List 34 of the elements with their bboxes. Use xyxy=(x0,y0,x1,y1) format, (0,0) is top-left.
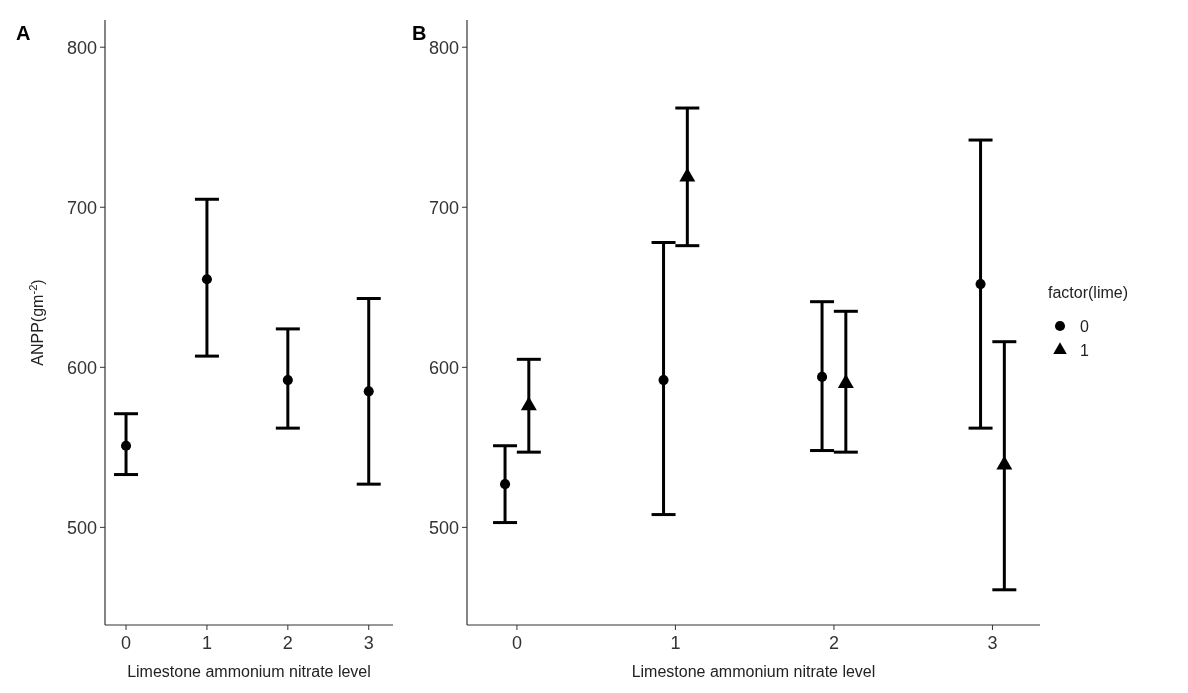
legend-title: factor(lime) xyxy=(1048,284,1129,301)
x-tick-label: 1 xyxy=(201,633,212,653)
y-tick-label: 700 xyxy=(428,197,459,218)
point xyxy=(658,375,669,386)
x-tick-label: 3 xyxy=(363,633,374,653)
chart-title: A xyxy=(16,22,31,44)
x-axis-title: Limestone ammonium nitrate level xyxy=(631,663,876,680)
point xyxy=(837,374,854,388)
x-tick-label: 2 xyxy=(282,633,293,653)
point xyxy=(282,375,293,386)
y-tick-label: 600 xyxy=(428,357,459,378)
y-tick-label: 800 xyxy=(428,37,459,58)
point xyxy=(120,440,132,451)
x-tick-label: 2 xyxy=(828,633,839,653)
y-tick-label: 700 xyxy=(66,197,97,218)
point xyxy=(363,386,374,397)
point xyxy=(817,371,828,382)
x-tick-label: 3 xyxy=(987,633,998,653)
point xyxy=(201,274,212,285)
chart-title: B xyxy=(412,22,427,44)
point xyxy=(679,167,696,182)
point xyxy=(500,479,511,490)
x-tick-label: 1 xyxy=(670,633,681,653)
legend-label: 0 xyxy=(1080,317,1089,335)
y-tick-label: 500 xyxy=(428,517,459,538)
point xyxy=(520,396,537,411)
y-tick-label: 600 xyxy=(66,357,97,378)
y-tick-label: 800 xyxy=(66,37,97,58)
x-tick-label: 0 xyxy=(511,633,522,653)
legend-label: 1 xyxy=(1080,341,1089,359)
point xyxy=(975,279,986,290)
y-tick-label: 500 xyxy=(66,517,97,538)
x-axis-title: Limestone ammonium nitrate level xyxy=(127,663,371,680)
x-tick-label: 0 xyxy=(121,633,132,653)
